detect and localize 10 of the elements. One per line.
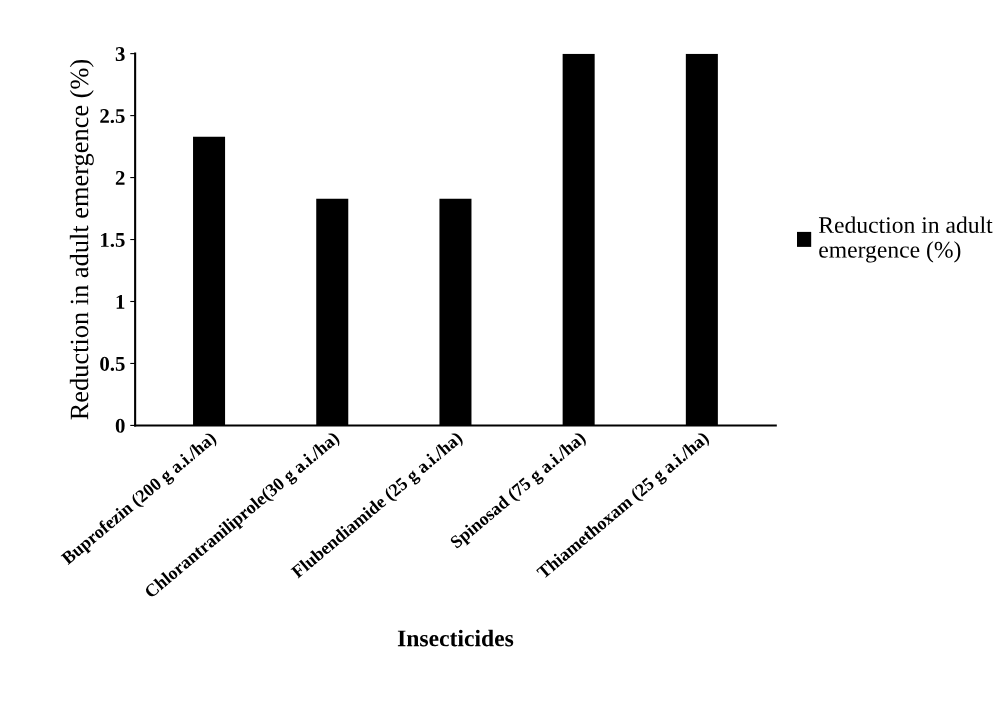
y-tick-label: 0.5 [100,356,125,371]
y-tick-label: 3 [115,47,125,62]
y-axis-title: Reduction in adult emergence (%) [69,59,94,420]
y-tick-label: 0 [115,418,125,433]
y-tick-label: 1.5 [101,233,125,248]
y-tick-label: 2.5 [100,109,125,124]
legend-label: Reduction in adult emergence (%) [818,216,993,263]
y-tick-label: 1 [116,294,125,309]
x-axis-title: Insecticides [397,629,514,647]
y-tick-label: 2 [115,170,125,185]
